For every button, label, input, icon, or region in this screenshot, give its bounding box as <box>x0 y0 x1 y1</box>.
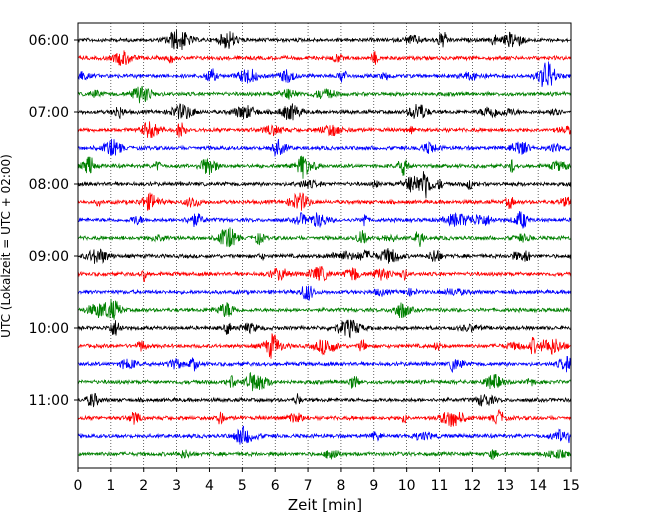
seismic-trace <box>77 121 572 138</box>
x-tick-label: 15 <box>562 478 580 494</box>
seismic-trace <box>77 355 572 373</box>
seismic-trace <box>77 227 572 248</box>
x-tick-label: 12 <box>463 478 481 494</box>
x-tick-label: 14 <box>529 478 547 494</box>
x-tick-label: 0 <box>74 478 83 494</box>
x-tick-label: 13 <box>496 478 514 494</box>
x-tick-label: 1 <box>106 478 115 494</box>
y-tick-label: 09:00 <box>29 249 69 265</box>
x-tick-label: 7 <box>304 478 313 494</box>
y-axis-ticks: 06:00 07:00 08:00 09:00 10:00 11:00 <box>29 33 78 409</box>
seismic-trace <box>77 285 572 301</box>
plot-frame <box>77 22 572 469</box>
seismic-trace <box>77 155 572 179</box>
x-tick-label: 10 <box>398 478 416 494</box>
seismic-trace <box>77 171 572 199</box>
seismic-trace <box>77 103 572 121</box>
y-tick-label: 08:00 <box>29 177 69 193</box>
x-tick-label: 9 <box>369 478 378 494</box>
x-tick-label: 6 <box>271 478 280 494</box>
seismic-trace <box>77 61 572 87</box>
x-tick-label: 8 <box>336 478 345 494</box>
seismic-traces <box>77 29 572 460</box>
y-tick-label: 06:00 <box>29 33 69 49</box>
seismic-trace <box>77 449 572 460</box>
seismic-trace <box>77 408 572 428</box>
seismic-trace <box>77 192 572 211</box>
seismic-trace <box>77 333 572 359</box>
seismic-trace <box>77 266 572 283</box>
x-tick-label: 11 <box>431 478 449 494</box>
x-tick-label: 3 <box>172 478 181 494</box>
grid-lines <box>110 23 539 468</box>
y-axis-label: UTC (Lokalzeit = UTC + 02:00) <box>0 154 13 338</box>
y-tick-label: 11:00 <box>29 393 69 409</box>
seismic-trace <box>77 138 572 157</box>
seismic-trace <box>77 319 572 339</box>
seismic-trace <box>77 85 572 104</box>
x-axis-ticks: 0 1 2 3 4 5 6 7 8 9 10 11 12 13 14 15 <box>74 468 580 494</box>
x-tick-label: 5 <box>238 478 247 494</box>
seismic-trace <box>77 371 572 392</box>
plot-area <box>78 23 571 468</box>
seismic-trace <box>77 50 572 66</box>
seismic-trace <box>77 425 572 445</box>
x-tick-label: 4 <box>205 478 214 494</box>
seismic-trace <box>77 29 572 50</box>
y-tick-label: 10:00 <box>29 321 69 337</box>
seismic-trace <box>77 298 572 320</box>
seismic-trace <box>77 211 572 229</box>
seismic-trace <box>77 392 572 408</box>
x-axis-label: Zeit [min] <box>288 496 362 514</box>
y-tick-label: 07:00 <box>29 105 69 121</box>
seismic-trace <box>77 248 572 264</box>
x-tick-label: 2 <box>139 478 148 494</box>
